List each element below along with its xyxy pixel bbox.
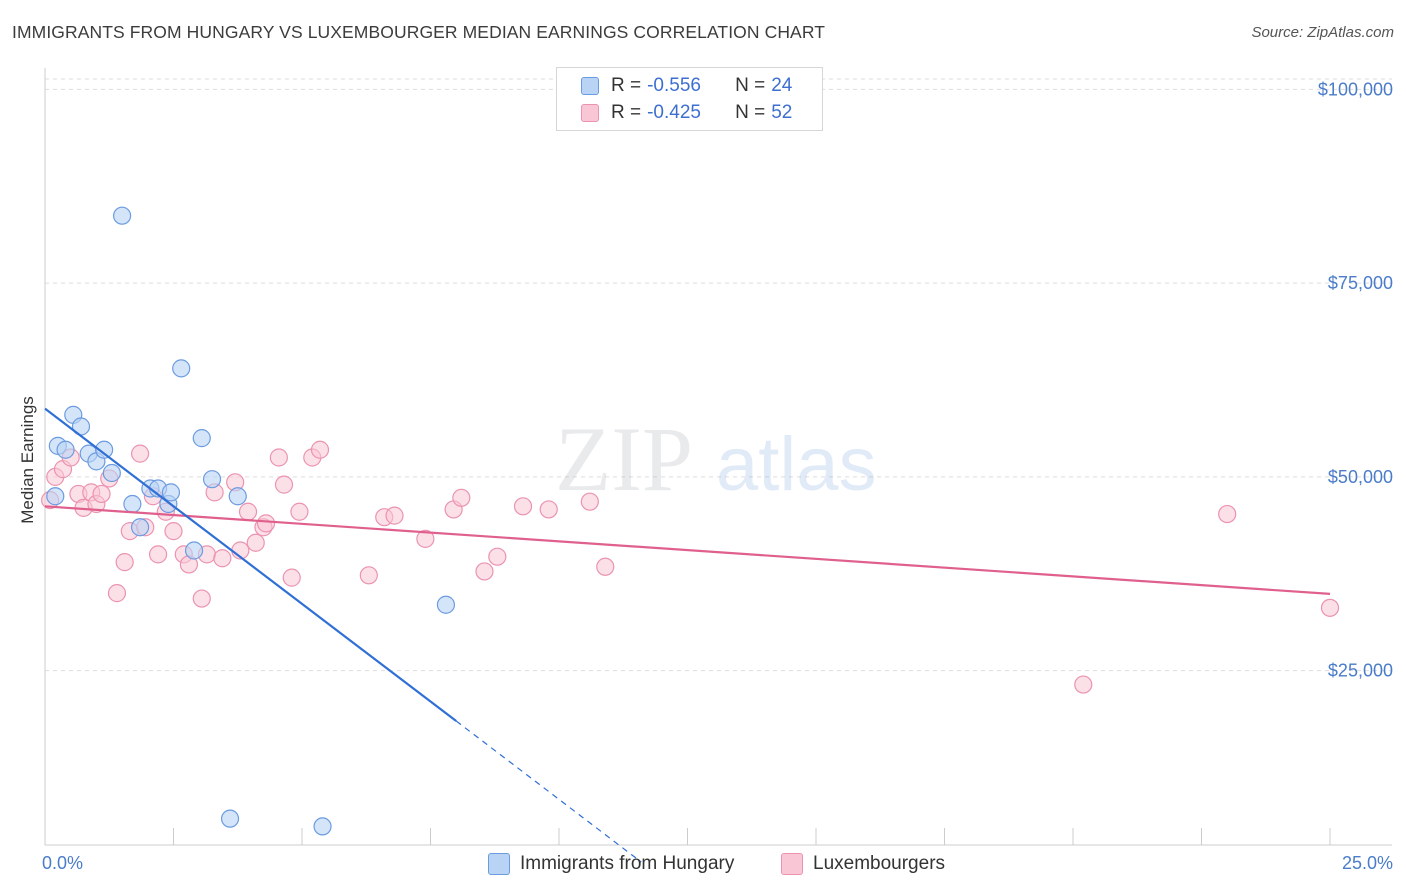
luxembourgers-trend-line: [44, 505, 1331, 595]
hungary-point: [161, 483, 181, 502]
series-legend-luxembourgers: Luxembourgers: [781, 851, 945, 877]
hungary-trend-line: [44, 407, 457, 722]
hungary-point: [220, 809, 240, 828]
luxembourgers-point: [238, 502, 258, 521]
luxembourgers-point: [282, 568, 301, 587]
y-tick-label: $100,000: [1318, 79, 1393, 99]
luxembourgers-point: [475, 562, 494, 581]
tick-labels: $25,000 $50,000 $75,000 $100,000 0.0% 25.0%: [42, 79, 1393, 873]
luxembourgers-point: [213, 549, 232, 568]
luxembourgers-point: [385, 506, 404, 525]
luxembourgers-point: [92, 484, 111, 504]
hungary-point: [228, 487, 247, 506]
legend-n-label: N =: [735, 75, 766, 96]
hungary-point: [102, 463, 121, 483]
y-axis-label: Median Earnings: [18, 396, 37, 524]
legend-n-value: 52: [771, 102, 793, 123]
luxembourgers-point: [452, 488, 471, 507]
x-tick-label-start: 0.0%: [42, 853, 83, 873]
luxembourgers-legend-label: Luxembourgers: [813, 853, 946, 874]
y-tick-label: $25,000: [1328, 661, 1393, 681]
hungary-swatch: [581, 77, 599, 95]
axes: [44, 68, 1392, 846]
y-tick-label: $75,000: [1328, 273, 1393, 293]
hungary-legend-swatch: [488, 853, 510, 875]
chart-title: IMMIGRANTS FROM HUNGARY VS LUXEMBOURGER …: [12, 22, 826, 42]
luxembourgers-point: [1218, 504, 1237, 524]
watermark: ZIP atlas: [555, 408, 877, 510]
hungary-point: [202, 470, 222, 489]
hungary-trend-extension: [455, 720, 642, 863]
luxembourgers-point: [359, 566, 378, 585]
y-tick-label: $50,000: [1328, 467, 1393, 487]
hungary-point: [192, 429, 211, 448]
legend-r-label: R =: [611, 75, 642, 96]
luxembourgers-point: [192, 589, 211, 608]
legend-r-label: R =: [611, 102, 642, 123]
luxembourgers-point: [1320, 598, 1340, 617]
hungary-point: [172, 359, 191, 378]
hungary-point: [95, 440, 114, 459]
source-credit: Source: ZipAtlas.com: [1251, 24, 1394, 41]
legend-n-label: N =: [735, 102, 766, 123]
luxembourgers-point: [290, 502, 309, 521]
hungary-point: [130, 518, 150, 537]
hungary-point: [184, 541, 204, 560]
watermark-atlas: atlas: [716, 422, 877, 507]
luxembourgers-point: [596, 557, 615, 576]
luxembourgers-point: [148, 545, 168, 564]
watermark-zip: ZIP: [555, 408, 693, 510]
trend-lines: [44, 407, 1331, 863]
luxembourgers-point: [310, 440, 330, 459]
luxembourgers-point: [1074, 675, 1093, 694]
luxembourgers-legend-swatch: [781, 853, 803, 875]
grid-lines: [45, 78, 1392, 672]
luxembourgers-point: [488, 547, 507, 566]
luxembourgers-point: [164, 522, 183, 541]
legend-r-value: -0.425: [647, 102, 701, 123]
hungary-point: [112, 206, 132, 225]
hungary-point: [46, 487, 65, 506]
legend-row-luxembourgers: R = -0.425 N = 52: [581, 101, 792, 125]
luxembourgers-point: [107, 584, 127, 603]
hungary-point: [313, 817, 332, 836]
correlation-legend: R = -0.556 N = 24 R = -0.425 N = 52: [556, 67, 823, 131]
luxembourgers-swatch: [581, 104, 599, 122]
hungary-points: [46, 206, 456, 836]
luxembourgers-point: [539, 500, 558, 519]
hungary-legend-label: Immigrants from Hungary: [520, 853, 735, 874]
luxembourgers-point: [130, 444, 150, 463]
luxembourgers-point: [416, 529, 435, 548]
luxembourgers-point: [256, 514, 276, 533]
legend-row-hungary: R = -0.556 N = 24: [581, 74, 792, 98]
x-tick-label-end: 25.0%: [1342, 853, 1393, 873]
luxembourgers-point: [513, 497, 533, 516]
legend-r-value: -0.556: [647, 75, 701, 96]
luxembourgers-point: [269, 448, 288, 467]
hungary-point: [123, 494, 142, 514]
luxembourgers-point: [115, 553, 134, 572]
luxembourgers-point: [274, 475, 294, 494]
hungary-point: [436, 595, 456, 614]
hungary-point: [56, 440, 75, 459]
luxembourgers-point: [580, 492, 599, 511]
series-legend-hungary: Immigrants from Hungary: [488, 851, 734, 877]
legend-n-value: 24: [771, 75, 793, 96]
luxembourgers-point: [246, 533, 265, 552]
